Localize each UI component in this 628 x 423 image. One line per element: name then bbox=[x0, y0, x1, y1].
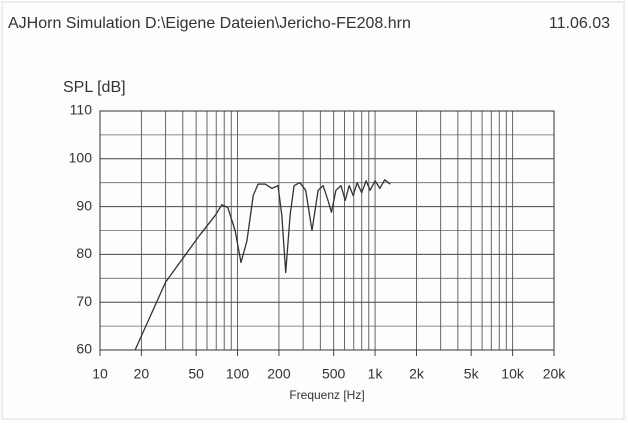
y-tick-label: 110 bbox=[70, 102, 93, 118]
y-tick-label: 60 bbox=[76, 341, 92, 357]
y-axis-label: SPL [dB] bbox=[63, 79, 126, 96]
x-tick-label: 500 bbox=[322, 366, 346, 382]
x-tick-label: 5k bbox=[464, 366, 480, 382]
x-tick-label: 1k bbox=[368, 366, 384, 382]
x-tick-label: 20k bbox=[543, 366, 567, 382]
chart-title: AJHorn Simulation D:\Eigene Dateien\Jeri… bbox=[8, 15, 411, 32]
y-tick-label: 80 bbox=[76, 245, 92, 261]
x-tick-label: 2k bbox=[409, 366, 425, 382]
x-tick-label: 100 bbox=[226, 366, 250, 382]
x-tick-label: 200 bbox=[267, 366, 291, 382]
plot-border bbox=[99, 110, 555, 351]
y-tick-label: 90 bbox=[76, 197, 92, 213]
x-tick-label: 10 bbox=[92, 366, 108, 382]
y-tick-label: 100 bbox=[69, 150, 93, 166]
x-tick-label: 20 bbox=[134, 366, 150, 382]
y-tick-label: 70 bbox=[76, 293, 92, 309]
chart-date: 11.06.03 bbox=[549, 15, 610, 32]
x-axis-label: Frequenz [Hz] bbox=[289, 388, 364, 402]
spl-curve bbox=[134, 179, 391, 351]
x-tick-label: 10k bbox=[501, 366, 525, 382]
x-tick-label: 50 bbox=[188, 366, 204, 382]
